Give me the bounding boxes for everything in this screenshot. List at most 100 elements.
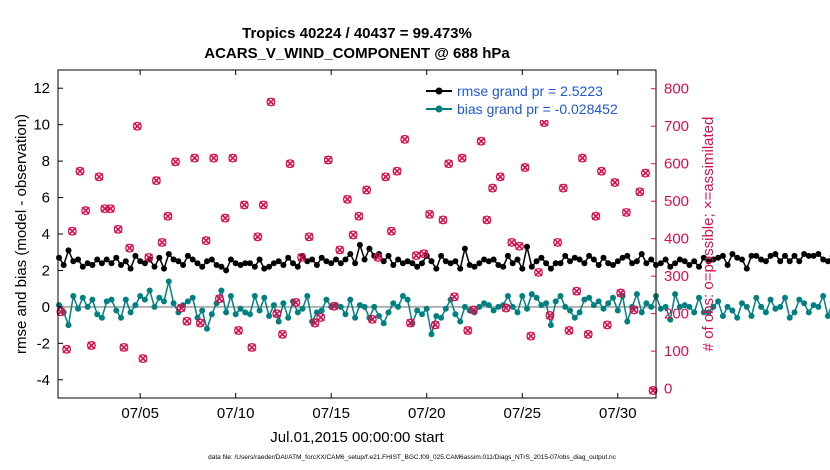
bias-point [89,296,96,303]
obs-possible-marker [190,153,200,163]
bias-point [786,314,793,321]
rmse-point [294,263,301,270]
bias-point [208,311,215,318]
obs-assimilated-marker [228,154,237,163]
obs-possible-marker [558,183,568,193]
rmse-point [590,256,597,263]
rmse-point [385,252,392,259]
obs-assimilated-marker [272,309,281,318]
bias-point [824,313,830,319]
rmse-point [605,260,612,267]
y-left-tick-label: 0 [42,299,50,316]
rmse-point [218,263,225,270]
rmse-point [676,256,683,263]
y-right-tick-label: 500 [664,193,689,210]
obs-point [373,252,383,262]
bias-point [79,294,86,301]
bias-point [801,300,808,307]
y-left-tick-label: 8 [42,153,50,170]
obs-assimilated-marker [106,204,115,213]
obs-possible-marker [323,155,333,165]
obs-possible-marker [56,307,66,317]
obs-point [495,172,505,182]
legend-box [420,80,656,120]
rmse-point [777,258,784,265]
bias-point [705,309,712,316]
obs-assimilated-marker [463,326,472,335]
obs-assimilated-marker [373,253,383,262]
obs-possible-marker [157,237,167,247]
chart-title-line2: ACARS_V_WIND_COMPONENT @ 688 hPa [204,45,510,62]
obs-possible-marker [163,211,173,221]
obs-point [476,136,486,146]
bias-point [782,294,788,301]
obs-assimilated-marker [545,311,555,320]
y-left-tick-label: 10 [33,117,50,134]
x-tick-label: 07/25 [503,405,541,422]
obs-possible-marker [247,342,257,352]
obs-point [163,211,173,221]
rmse-point [686,262,693,268]
obs-possible-marker [342,194,352,204]
obs-assimilated-marker [138,354,148,363]
bias-point [280,300,287,307]
obs-assimilated-marker [221,214,230,223]
obs-possible-marker [234,326,243,335]
rmse-point [481,256,488,263]
y-right-tick-label: 0 [664,381,672,398]
rmse-point [98,260,105,267]
rmse-point [170,256,177,263]
obs-assimilated-marker [362,185,371,195]
bias-point [805,309,812,316]
obs-point [144,252,154,262]
obs-point [182,316,192,326]
chart-title-line1: Tropics 40224 / 40437 = 99.473% [242,25,472,42]
rmse-point [419,260,425,267]
obs-point [469,305,478,315]
obs-assimilated-marker [496,172,505,181]
obs-possible-marker [583,329,593,339]
rmse-point [514,256,521,263]
obs-assimilated-marker [182,317,192,326]
obs-point [400,134,410,144]
rmse-point [729,251,736,257]
rmse-point [495,262,502,268]
bias-point [762,309,769,316]
rmse-point [758,256,765,263]
obs-possible-marker [406,318,415,328]
bias-point [165,278,172,285]
obs-assimilated-marker [125,244,134,253]
obs-possible-marker [132,121,142,131]
bias-point [223,309,230,316]
obs-assimilated-marker [68,227,77,236]
rmse-point [223,267,230,274]
bias-point [528,291,535,298]
obs-assimilated-marker [291,298,300,307]
obs-point [621,207,631,217]
obs-point [214,294,224,304]
rmse-point [108,260,115,267]
bias-point [729,307,736,314]
bias-point [605,300,612,307]
bias-point [404,296,411,303]
rmse-point [180,262,187,268]
obs-possible-marker [335,245,345,255]
obs-assimilated-marker [324,155,333,165]
rmse-point [767,252,774,259]
rmse-point [715,254,722,261]
rmse-point [791,252,798,259]
obs-point [253,232,263,242]
obs-possible-marker [534,267,543,277]
obs-point [386,226,396,236]
bias-point [132,302,139,309]
obs-possible-marker [106,204,115,214]
obs-possible-marker [386,226,396,236]
rmse-point [328,260,335,267]
obs-assimilated-marker [368,315,377,324]
obs-assimilated-marker [286,159,295,168]
obs-possible-marker [430,320,440,330]
bias-point [256,307,263,314]
bias-point [175,309,182,316]
bias-point [691,309,698,316]
